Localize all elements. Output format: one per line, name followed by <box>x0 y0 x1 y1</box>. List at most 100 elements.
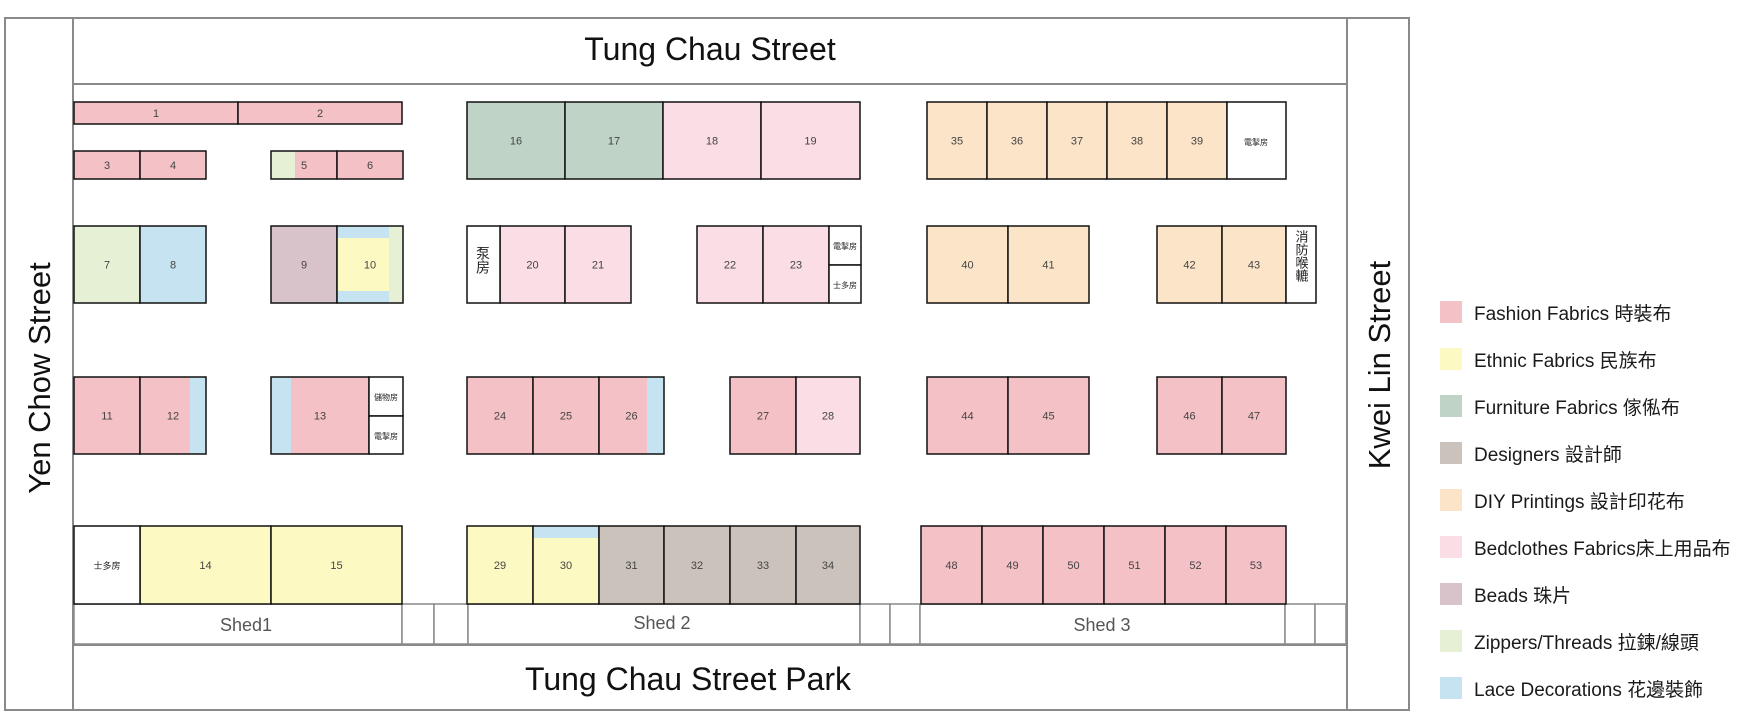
legend-label: Lace Decorations 花邊裝飾 <box>1474 679 1704 701</box>
stall-46-number: 46 <box>1183 411 1195 423</box>
legend-item-designers: Designers 設計師 <box>1440 441 1622 466</box>
stall-53[interactable]: 53 <box>1225 525 1287 605</box>
stall-31-block <box>599 526 664 604</box>
stall-45-number: 45 <box>1042 411 1054 423</box>
stall-17[interactable]: 17 <box>564 101 664 180</box>
stall-18-block <box>663 102 761 179</box>
stall-37[interactable]: 37 <box>1046 101 1108 180</box>
stall-52[interactable]: 52 <box>1164 525 1227 605</box>
stall-36[interactable]: 36 <box>986 101 1048 180</box>
stall-9[interactable]: 9 <box>270 225 338 304</box>
stall-44[interactable]: 44 <box>926 376 1009 455</box>
stall-32-block <box>664 526 730 604</box>
stall-10[interactable]: 10 <box>336 225 404 304</box>
stall-7-block <box>74 226 140 303</box>
stall-10-accent <box>337 226 389 238</box>
stall-15[interactable]: 15 <box>270 525 403 605</box>
stall-50[interactable]: 50 <box>1042 525 1105 605</box>
stall-43-block <box>1222 226 1286 303</box>
stall-31[interactable]: 31 <box>598 525 665 605</box>
stall-25-block <box>533 377 599 454</box>
stall-4-border <box>139 150 207 180</box>
electric-room-a-label: 電掣房 <box>1244 137 1268 147</box>
stall-4-block <box>140 151 206 179</box>
stall-30[interactable]: 30 <box>532 525 600 605</box>
stall-49[interactable]: 49 <box>981 525 1044 605</box>
stall-33[interactable]: 33 <box>729 525 797 605</box>
stall-13-accent <box>271 377 291 454</box>
stall-25[interactable]: 25 <box>532 376 600 455</box>
stall-32[interactable]: 32 <box>663 525 731 605</box>
stall-22[interactable]: 22 <box>696 225 764 304</box>
stall-28[interactable]: 28 <box>795 376 861 455</box>
stall-40[interactable]: 40 <box>926 225 1009 304</box>
stall-17-number: 17 <box>608 136 620 148</box>
stall-41-border <box>1007 225 1090 304</box>
stall-16[interactable]: 16 <box>466 101 566 180</box>
stall-45[interactable]: 45 <box>1007 376 1090 455</box>
stall-18[interactable]: 18 <box>662 101 762 180</box>
stall-7[interactable]: 7 <box>73 225 141 304</box>
stall-4[interactable]: 4 <box>139 150 207 180</box>
stall-13[interactable]: 13 <box>270 376 370 455</box>
stall-33-number: 33 <box>757 560 769 572</box>
stall-2[interactable]: 2 <box>237 101 403 125</box>
legend-item-furniture: Furniture Fabrics 傢俬布 <box>1440 394 1680 419</box>
stall-46[interactable]: 46 <box>1156 376 1223 455</box>
stall-28-border <box>795 376 861 455</box>
stall-21[interactable]: 21 <box>564 225 632 304</box>
stall-19[interactable]: 19 <box>760 101 861 180</box>
stall-42[interactable]: 42 <box>1156 225 1223 304</box>
stall-24[interactable]: 24 <box>466 376 534 455</box>
stall-38[interactable]: 38 <box>1106 101 1168 180</box>
legend-label: DIY Printings 設計印花布 <box>1474 491 1685 513</box>
stall-49-block <box>982 526 1043 604</box>
stall-10-accent <box>389 226 403 303</box>
stall-20[interactable]: 20 <box>499 225 566 304</box>
stall-23[interactable]: 23 <box>762 225 830 304</box>
shed-3-label: Shed 3 <box>1073 615 1130 635</box>
stall-41[interactable]: 41 <box>1007 225 1090 304</box>
legend-swatch <box>1440 395 1462 417</box>
stall-51[interactable]: 51 <box>1103 525 1166 605</box>
stall-47[interactable]: 47 <box>1221 376 1287 455</box>
stall-48[interactable]: 48 <box>920 525 983 605</box>
shed-1-label: Shed1 <box>220 615 272 635</box>
stall-28-number: 28 <box>822 411 834 423</box>
stall-20-number: 20 <box>526 260 538 272</box>
stall-12[interactable]: 12 <box>139 376 207 455</box>
stall-21-number: 21 <box>592 260 604 272</box>
legend-swatch <box>1440 348 1462 370</box>
stall-5[interactable]: 5 <box>270 150 338 180</box>
stall-36-number: 36 <box>1011 136 1023 148</box>
stall-49-number: 49 <box>1006 560 1018 572</box>
stall-35[interactable]: 35 <box>926 101 988 180</box>
street-left-label: Yen Chow Street <box>22 262 57 494</box>
stall-27[interactable]: 27 <box>729 376 797 455</box>
stall-8[interactable]: 8 <box>139 225 207 304</box>
stall-36-block <box>987 102 1047 179</box>
legend-swatch <box>1440 442 1462 464</box>
stall-29[interactable]: 29 <box>466 525 534 605</box>
stall-26-accent <box>647 377 664 454</box>
stall-3-number: 3 <box>104 160 110 172</box>
legend-swatch <box>1440 489 1462 511</box>
stall-1-number: 1 <box>153 108 159 120</box>
stall-3[interactable]: 3 <box>73 150 141 180</box>
stall-43[interactable]: 43 <box>1221 225 1287 304</box>
stall-30-block <box>533 526 599 604</box>
fire-hydrant-label: 消防喉轆 <box>1294 230 1309 283</box>
store-room-b <box>73 525 141 605</box>
stall-34[interactable]: 34 <box>795 525 861 605</box>
stall-5-accent <box>271 151 295 179</box>
stall-1[interactable]: 1 <box>73 101 239 125</box>
electric-room-b-label: 電掣房 <box>833 241 857 251</box>
stall-6[interactable]: 6 <box>336 150 404 180</box>
stall-26[interactable]: 26 <box>598 376 665 455</box>
stall-39[interactable]: 39 <box>1166 101 1228 180</box>
stall-11[interactable]: 11 <box>73 376 141 455</box>
street-top-label: Tung Chau Street <box>584 31 836 67</box>
stall-14[interactable]: 14 <box>139 525 272 605</box>
stall-46-block <box>1157 377 1222 454</box>
